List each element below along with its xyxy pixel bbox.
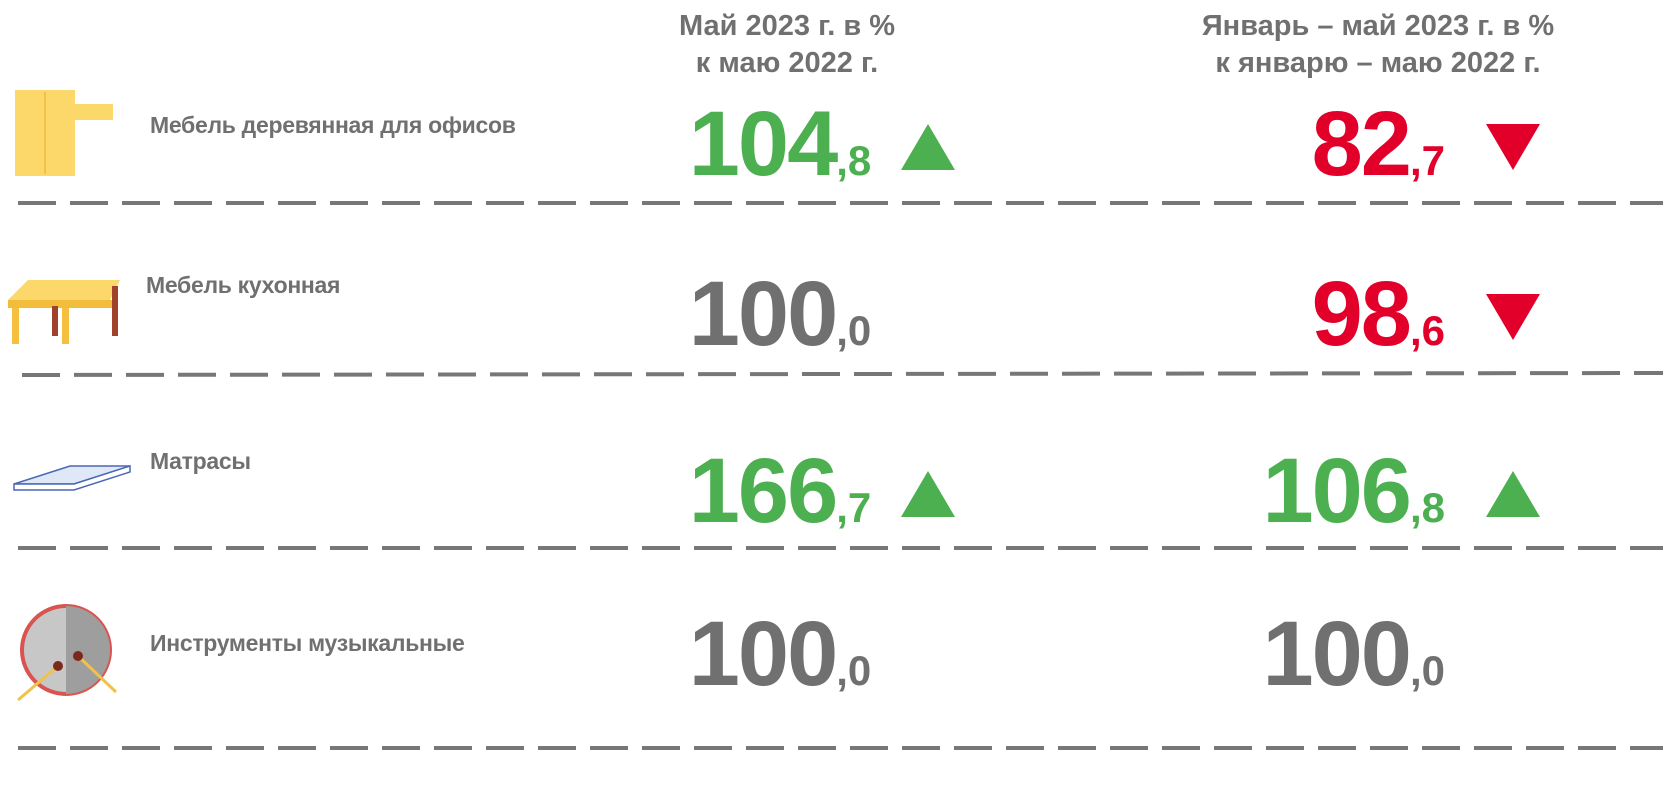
value: 100,0 [1262, 603, 1445, 705]
row-label: Мебель деревянная для офисов [150, 112, 516, 138]
icon-mattress [13, 464, 131, 491]
icon-table [8, 280, 120, 344]
icon-cabinet [15, 90, 113, 176]
icon-drum [17, 604, 118, 702]
trend-arrow [1486, 124, 1540, 170]
column-header: к маю 2022 г. [695, 47, 879, 79]
arrow-shape [901, 471, 955, 517]
trend-arrow [1486, 471, 1540, 517]
column-header: Январь – май 2023 г. в % [1201, 10, 1555, 42]
value: 166,7 [688, 440, 872, 542]
separators [18, 201, 1663, 750]
value: 106,8 [1262, 440, 1445, 542]
arrow-shape [1486, 471, 1540, 517]
row-label: Мебель кухонная [146, 272, 341, 298]
column-header: Май 2023 г. в % [678, 10, 896, 42]
value: 100,0 [688, 603, 872, 705]
arrow-shape [1486, 294, 1540, 340]
arrow-shape [1486, 124, 1540, 170]
trend-arrow [1486, 294, 1540, 340]
separator [21, 371, 1663, 377]
value: 100,0 [688, 263, 872, 365]
trend-arrow [901, 124, 955, 170]
value: 104,8 [688, 93, 872, 195]
value: 82,7 [1311, 93, 1445, 195]
column-header: к январю – маю 2022 г. [1215, 47, 1541, 79]
row-label: Матрасы [150, 448, 251, 474]
value: 98,6 [1311, 263, 1445, 365]
trend-arrow [901, 471, 955, 517]
arrow-shape [901, 124, 955, 170]
row-label: Инструменты музыкальные [150, 630, 465, 656]
